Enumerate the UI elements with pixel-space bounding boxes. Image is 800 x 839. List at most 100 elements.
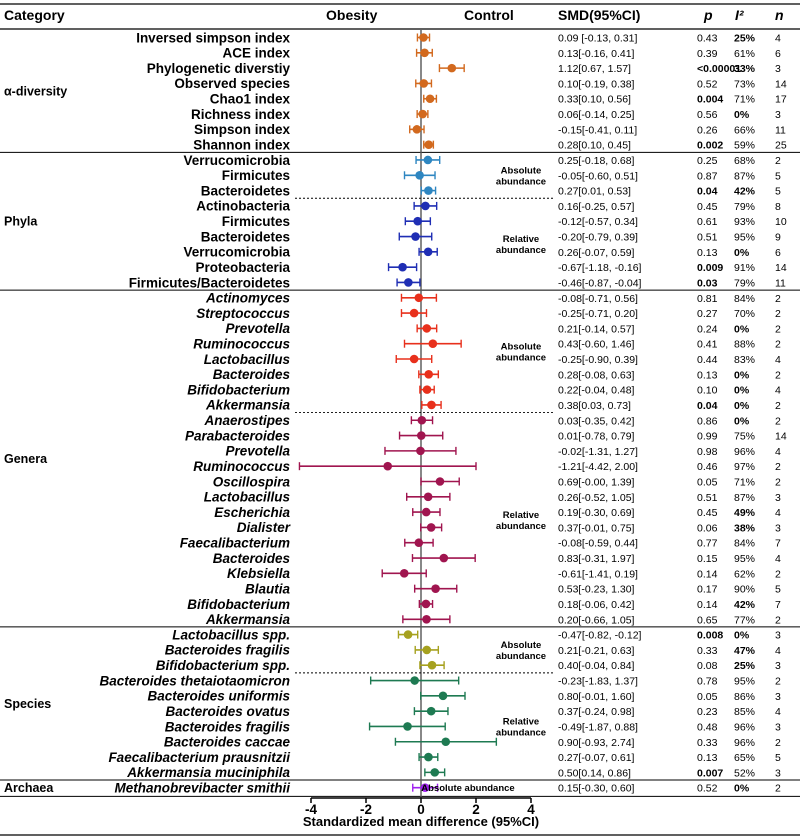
n-value: 3 xyxy=(775,660,781,672)
p-value: 0.43 xyxy=(697,33,718,45)
n-value: 3 xyxy=(775,691,781,703)
row-label: Anaerostipes xyxy=(203,413,290,428)
row-label: Bacteroides uniformis xyxy=(147,689,290,704)
i2-value: 83% xyxy=(734,354,755,366)
n-value: 4 xyxy=(775,645,781,657)
table-row: Bacteroides ovatus 0.37[-0.24, 0.98] 0.23 8… xyxy=(165,704,781,719)
i2-value: 95% xyxy=(734,232,755,244)
table-row: Ruminococcus -1.21[-4.42, 2.00] 0.46 97% 2 xyxy=(193,459,781,474)
smd-point xyxy=(411,232,420,241)
row-label: Phylogenetic diverstiy xyxy=(147,61,291,76)
smd-ci-value: 0.26[-0.52, 1.05] xyxy=(558,492,635,504)
row-label: Simpson index xyxy=(194,122,291,137)
p-value: 0.06 xyxy=(697,522,718,534)
smd-point xyxy=(404,278,413,287)
table-row: Phylogenetic diverstiy 1.12[0.67, 1.57] <0… xyxy=(147,61,781,76)
n-value: 11 xyxy=(775,277,786,289)
smd-ci-value: 0.69[-0.00, 1.39] xyxy=(558,476,635,488)
row-label: Akkermansia xyxy=(205,612,291,627)
smd-ci-value: 0.16[-0.25, 0.57] xyxy=(558,201,635,213)
p-value: 0.48 xyxy=(697,721,718,733)
p-value: 0.81 xyxy=(697,293,718,305)
n-value: 3 xyxy=(775,721,781,733)
i2-value: 90% xyxy=(734,584,755,596)
i2-value: 87% xyxy=(734,170,755,182)
abundance-label: Absolute abundance xyxy=(421,783,514,794)
table-row: Chao1 index 0.33[0.10, 0.56] 0.004 71% 17 xyxy=(210,92,787,107)
smd-point xyxy=(413,216,423,226)
smd-point xyxy=(430,768,440,777)
i2-value: 84% xyxy=(734,293,755,305)
table-row: Firmicutes -0.12[-0.57, 0.34] 0.61 93% 10 xyxy=(222,214,787,229)
smd-point xyxy=(421,507,431,517)
i2-value: 42% xyxy=(734,599,756,611)
abundance-label: abundance xyxy=(496,245,546,256)
row-label: Bifidobacterium spp. xyxy=(156,658,290,673)
smd-ci-value: -0.08[-0.59, 0.44] xyxy=(558,538,638,550)
smd-ci-value: -0.05[-0.60, 0.51] xyxy=(558,170,638,182)
table-row: Faecalibacterium -0.08[-0.59, 0.44] 0.77 84… xyxy=(180,536,781,551)
row-label: Lactobacillus xyxy=(204,352,291,367)
n-value: 10 xyxy=(775,216,787,228)
n-value: 2 xyxy=(775,293,781,305)
p-value: 0.39 xyxy=(697,48,718,60)
table-row: Bifidobacterium 0.22[-0.04, 0.48] 0.10 0% 4 xyxy=(187,382,781,397)
row-label: Parabacteroides xyxy=(185,428,291,443)
table-header: Category Obesity Control SMD(95%CI) p I²… xyxy=(4,7,784,23)
i2-value: 86% xyxy=(734,691,755,703)
smd-point xyxy=(421,599,431,609)
n-value: 2 xyxy=(775,308,781,320)
i2-value: 0% xyxy=(734,385,750,397)
n-value: 9 xyxy=(775,232,781,244)
n-value: 6 xyxy=(775,48,781,60)
p-value: 0.14 xyxy=(697,599,718,611)
table-row: Akkermansia muciniphila 0.50[0.14, 0.86] 0… xyxy=(126,765,781,780)
smd-point xyxy=(410,676,419,685)
row-label: Bacteroides thetaiotaomicron xyxy=(99,673,290,688)
row-label: Akkermansia muciniphila xyxy=(126,765,290,780)
table-row: Bacteroides fragilis 0.21[-0.21, 0.63] 0.3… xyxy=(165,643,781,658)
x-axis: Standardized mean difference (95%CI) -4 -… xyxy=(0,797,800,836)
n-value: 4 xyxy=(775,553,781,565)
smd-point xyxy=(416,431,426,440)
smd-ci-value: -0.12[-0.57, 0.34] xyxy=(558,216,638,228)
n-value: 2 xyxy=(775,339,781,351)
row-label: Bifidobacterium xyxy=(187,597,290,612)
smd-point xyxy=(419,33,428,42)
smd-ci-value: 0.22[-0.04, 0.48] xyxy=(558,385,635,397)
table-row: Shannon index 0.28[0.10, 0.45] 0.002 59% 25 xyxy=(193,137,787,152)
i2-value: 79% xyxy=(734,277,755,289)
row-label: Akkermansia xyxy=(205,398,291,413)
abundance-label: abundance xyxy=(496,651,546,662)
i2-value: 71% xyxy=(734,476,755,488)
n-value: 2 xyxy=(775,400,781,412)
p-value: 0.007 xyxy=(697,767,723,779)
smd-ci-value: -0.25[-0.90, 0.39] xyxy=(558,354,638,366)
smd-point xyxy=(412,125,422,134)
smd-ci-value: 0.21[-0.21, 0.63] xyxy=(558,645,635,657)
row-label: Bacteroidetes xyxy=(201,183,290,198)
table-row: Bacteroidetes -0.20[-0.79, 0.39] 0.51 95% 9 xyxy=(201,229,781,244)
p-value: 0.46 xyxy=(697,461,718,473)
n-value: 2 xyxy=(775,737,781,749)
row-label: Klebsiella xyxy=(227,566,291,581)
p-value: 0.33 xyxy=(697,737,718,749)
smd-ci-value: 0.15[-0.30, 0.60] xyxy=(558,783,635,795)
n-value: 8 xyxy=(775,201,781,213)
smd-ci-value: 0.01[-0.78, 0.79] xyxy=(558,431,635,443)
row-label: Bacteroides fragilis xyxy=(165,719,291,734)
i2-value: 91% xyxy=(734,262,755,274)
smd-ci-value: 0.28[0.10, 0.45] xyxy=(558,140,631,152)
i2-value: 0% xyxy=(734,783,750,795)
smd-point xyxy=(414,293,424,303)
n-value: 14 xyxy=(775,262,787,274)
smd-point xyxy=(403,722,412,731)
row-label: Actinomyces xyxy=(205,291,291,306)
smd-ci-value: 0.19[-0.30, 0.69] xyxy=(558,507,635,519)
forest-rows: Inversed simpson index 0.09 [-0.13, 0.31]… xyxy=(4,30,787,795)
smd-point xyxy=(435,477,445,486)
n-value: 2 xyxy=(775,568,781,580)
smd-point xyxy=(415,170,424,180)
i2-value: 0% xyxy=(734,323,750,335)
n-value: 4 xyxy=(775,446,781,458)
